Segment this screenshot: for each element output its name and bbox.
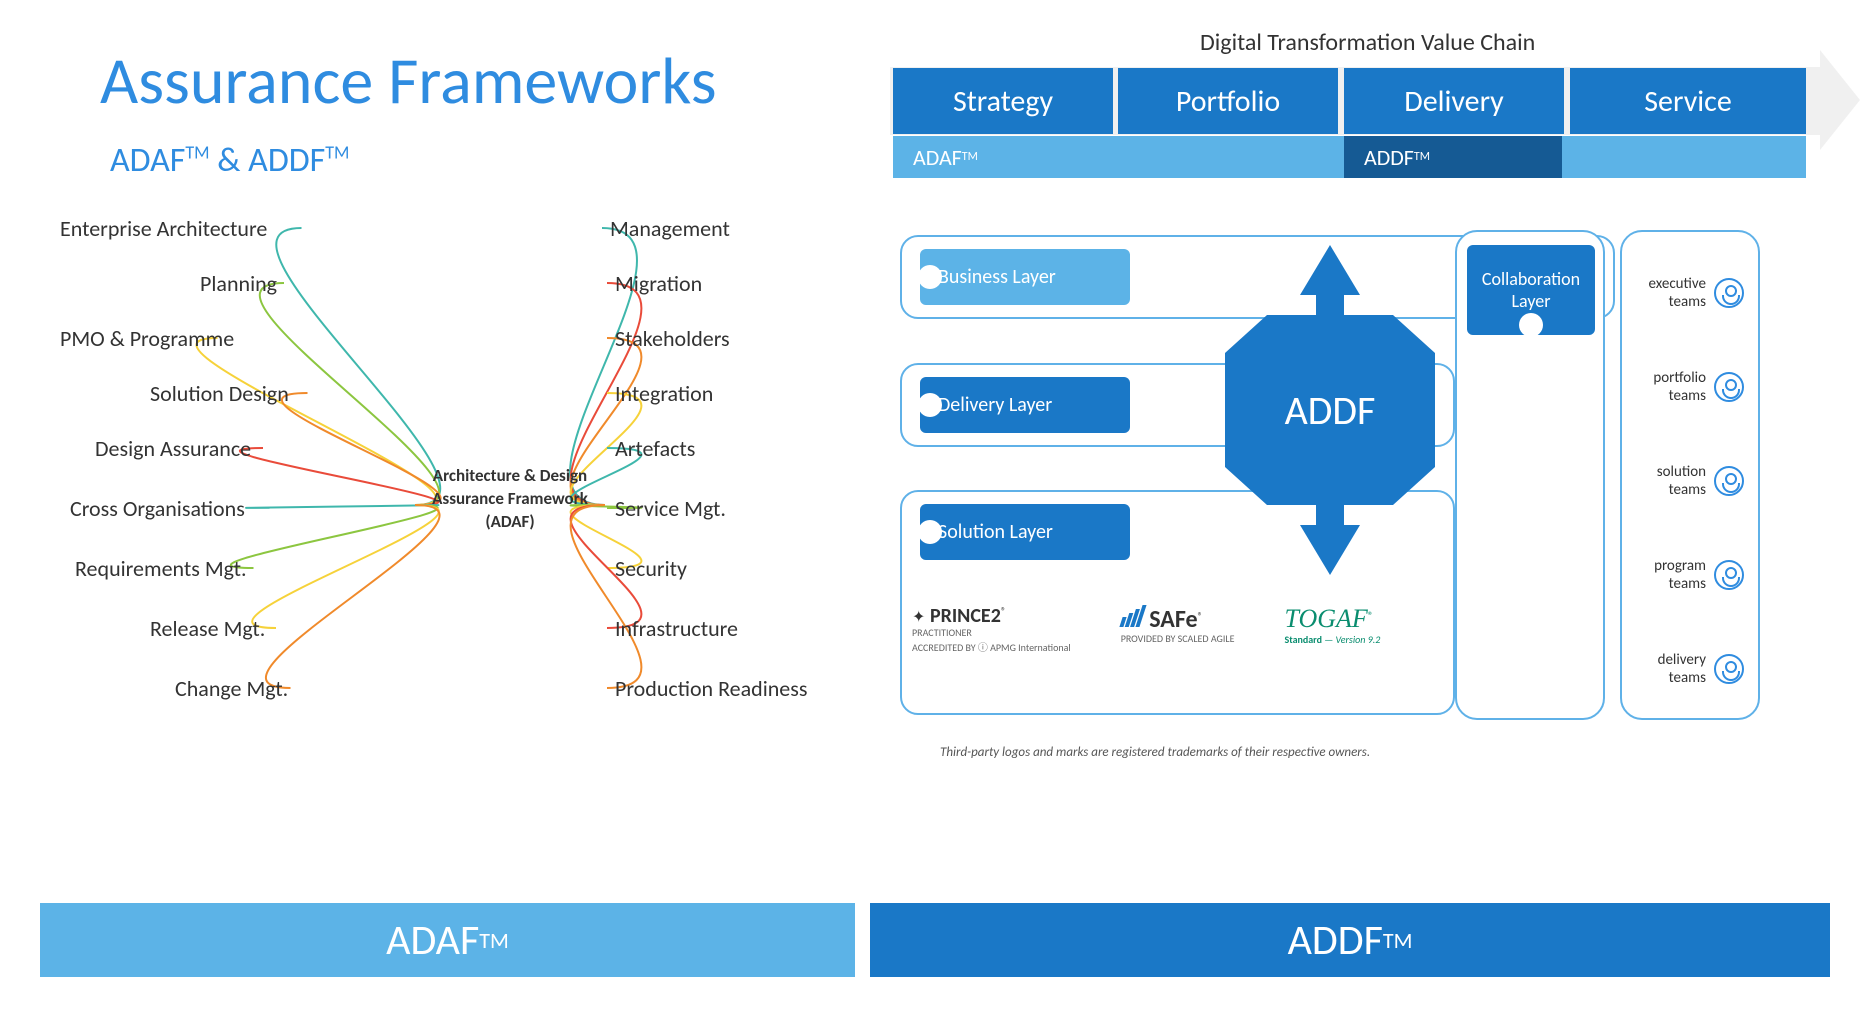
team-row: solutionteams <box>1622 434 1758 528</box>
safe-logo: SAFe® PROVIDED BY SCALED AGILE <box>1121 605 1235 644</box>
spider-item: Service Mgt. <box>615 495 726 522</box>
value-chain-stage: Service <box>1570 68 1806 134</box>
team-row: executiveteams <box>1622 246 1758 340</box>
layer-chip: Delivery Layer <box>920 377 1130 433</box>
spider-item: Infrastructure <box>615 615 738 642</box>
addf-arrow-up-icon <box>1300 245 1360 295</box>
value-chain-subbar: ADDFTM <box>1344 136 1562 178</box>
page-title: Assurance Frameworks <box>100 40 717 121</box>
value-chain-stage: Strategy <box>893 68 1113 134</box>
value-chain-arrow-head <box>1820 50 1860 150</box>
value-chain-stage: Portfolio <box>1118 68 1338 134</box>
user-icon <box>1714 654 1744 684</box>
spider-item: Migration <box>615 270 702 297</box>
bottom-addf-bar: ADDFTM <box>870 903 1830 977</box>
addf-arrow-down-icon <box>1300 525 1360 575</box>
spider-item: Release Mgt. <box>150 615 265 642</box>
user-icon <box>1714 560 1744 590</box>
value-chain-label: Digital Transformation Value Chain <box>1200 28 1535 57</box>
spider-item: Design Assurance <box>95 435 251 462</box>
spider-center-label: Architecture & Design Assurance Framewor… <box>400 465 620 533</box>
user-icon <box>1714 466 1744 496</box>
logo-row: ✦ PRINCE2® PRACTITIONER ACCREDITED BY ⓘ … <box>912 605 1380 653</box>
addf-diagram: Business Layer Delivery Layer Solution Lay… <box>900 235 1840 795</box>
trademark-disclaimer: Third-party logos and marks are register… <box>940 745 1370 760</box>
value-chain-stage: Delivery <box>1344 68 1564 134</box>
spider-item: Cross Organisations <box>70 495 245 522</box>
spider-item: Stakeholders <box>615 325 730 352</box>
teams-box: executiveteamsportfolioteamssolutionteam… <box>1620 230 1760 720</box>
layer-chip: Business Layer <box>920 249 1130 305</box>
page-subtitle: ADAFTM & ADDFTM <box>110 140 349 181</box>
team-row: programteams <box>1622 528 1758 622</box>
spider-item: Enterprise Architecture <box>60 215 267 242</box>
spider-item: Requirements Mgt. <box>75 555 247 582</box>
spider-item: Change Mgt. <box>175 675 288 702</box>
bottom-adaf-bar: ADAFTM <box>40 903 855 977</box>
spider-item: Production Readiness <box>615 675 807 702</box>
spider-item: Management <box>610 215 730 242</box>
collaboration-layer-chip: Collaboration Layer <box>1467 245 1595 335</box>
value-chain-subbar <box>1562 136 1806 178</box>
spider-item: Integration <box>615 380 713 407</box>
spider-item: Security <box>615 555 687 582</box>
spider-item: Artefacts <box>615 435 695 462</box>
spider-item: PMO & Programme <box>60 325 234 352</box>
togaf-logo: TOGAF® Standard — Version 9.2 <box>1284 605 1380 645</box>
spider-item: Planning <box>200 270 277 297</box>
team-row: deliveryteams <box>1622 622 1758 716</box>
user-icon <box>1714 372 1744 402</box>
addf-hex-label: ADDF <box>1225 315 1435 505</box>
user-icon <box>1714 278 1744 308</box>
prince2-logo: ✦ PRINCE2® PRACTITIONER ACCREDITED BY ⓘ … <box>912 605 1071 653</box>
team-row: portfolioteams <box>1622 340 1758 434</box>
spider-item: Solution Design <box>150 380 289 407</box>
adaf-spider-diagram: Architecture & Design Assurance Framewor… <box>40 205 920 825</box>
layer-chip: Solution Layer <box>920 504 1130 560</box>
